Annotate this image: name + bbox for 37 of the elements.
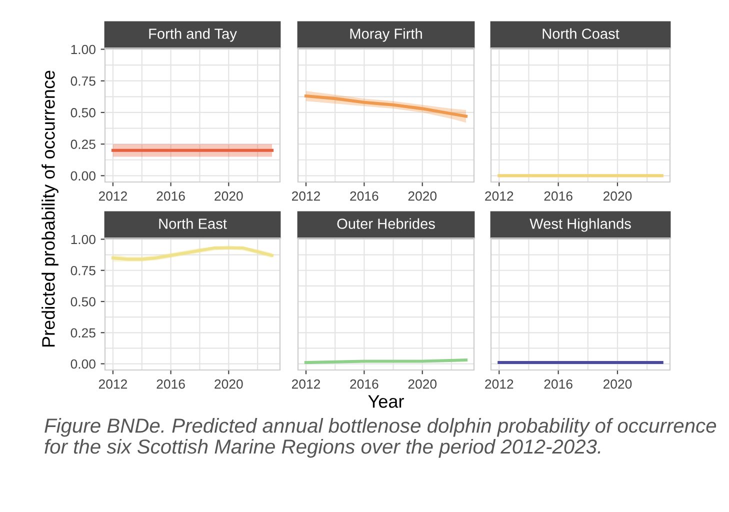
x-tick-label: 2016 [156,379,185,389]
x-tick-label: 2020 [408,191,437,201]
x-tick-label: 2020 [603,379,632,389]
y-tick-label: 1.00 [71,44,96,54]
y-tick-label: 0.25 [70,140,96,149]
x-axis-title: Year [368,395,404,408]
x-tick-label: 2016 [544,379,572,389]
x-tick-label: 2020 [214,191,243,201]
y-tick-label: 0.25 [70,328,96,338]
chart-title: West Highlands [530,218,631,232]
y-tick-label: 1.00 [71,234,96,244]
x-tick-label: 2012 [485,191,514,201]
chart-title: North East [159,218,227,229]
x-tick-label: 2016 [350,379,378,389]
y-tick-label: 0.00 [70,171,96,181]
x-tick-label: 2012 [292,191,320,201]
y-tick-label: 0.50 [70,297,96,306]
chart-title: Outer Hebrides [337,218,435,229]
y-tick-label: 0.75 [70,76,96,86]
x-tick-label: 2016 [156,191,185,201]
chart-title: Forth and Tay [149,28,237,42]
x-tick-label: 2016 [350,191,378,201]
chart-title: Moray Firth [350,28,422,42]
x-tick-label: 2020 [214,379,243,389]
y-axis-title: Predicted probability of occurrence [42,70,58,347]
x-tick-label: 2016 [544,191,572,201]
x-tick-label: 2012 [485,379,514,389]
y-tick-label: 0.00 [70,359,96,369]
y-tick-label: 0.75 [70,266,96,276]
text: Figure BNDe. Predicted annual bottlenose dolphin probability of occurrence for the six Scottish Marine Regions over the period 2012-2023. [44,418,716,458]
chart-title: North Coast [542,28,620,39]
x-tick-label: 2020 [603,191,632,201]
x-tick-label: 2020 [408,379,437,389]
x-tick-label: 2012 [98,191,127,201]
x-tick-label: 2012 [292,379,320,389]
x-tick-label: 2012 [98,379,127,389]
y-tick-label: 0.50 [70,108,96,118]
